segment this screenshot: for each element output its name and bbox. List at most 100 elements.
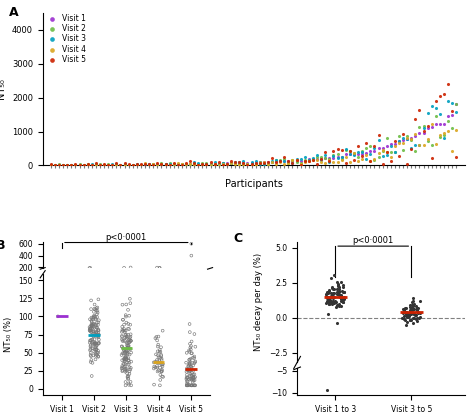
Visit 4: [223, 160, 231, 167]
Point: [126, 338, 134, 344]
Visit 5: [395, 152, 403, 159]
Visit 4: [264, 161, 272, 168]
Visit 2: [440, 131, 448, 138]
Visit 2: [281, 155, 288, 162]
Point: [189, 375, 196, 382]
Point: [326, 299, 333, 305]
Point: [125, 357, 133, 364]
Point: [90, 330, 98, 336]
Visit 3: [137, 162, 145, 169]
Point: [339, 295, 347, 302]
Point: [126, 345, 134, 352]
Visit 2: [76, 160, 83, 167]
Visit 2: [158, 160, 165, 167]
Visit 5: [276, 158, 284, 165]
Point: [157, 344, 165, 351]
Point: [183, 382, 191, 389]
Point: [124, 326, 132, 332]
Visit 1: [72, 162, 79, 168]
Visit 1: [293, 158, 301, 164]
Point: [121, 356, 128, 362]
Point: [86, 337, 94, 344]
Point: [86, 327, 93, 333]
Visit 4: [59, 162, 67, 168]
Point: [155, 357, 163, 364]
Point: [87, 337, 94, 344]
Visit 3: [260, 160, 268, 167]
Point: [410, 298, 417, 305]
Visit 2: [453, 101, 460, 108]
Point: [185, 357, 193, 363]
Visit 2: [260, 160, 268, 167]
Point: [95, 340, 102, 346]
Visit 4: [321, 160, 329, 167]
Point: [417, 298, 424, 304]
Point: [154, 358, 161, 365]
Point: [91, 340, 99, 346]
Visit 3: [236, 159, 243, 165]
Point: [158, 368, 165, 374]
Point: [123, 367, 130, 374]
Point: [187, 363, 195, 370]
Visit 1: [244, 160, 251, 166]
Point: [328, 284, 336, 290]
Point: [120, 350, 128, 357]
Visit 1: [133, 161, 141, 168]
Visit 1: [170, 161, 178, 168]
Visit 1: [453, 101, 460, 108]
Point: [127, 365, 135, 371]
Visit 2: [162, 160, 169, 167]
Visit 5: [215, 159, 223, 165]
Visit 5: [444, 81, 452, 87]
Visit 4: [141, 160, 149, 167]
Point: [399, 310, 407, 317]
Visit 5: [301, 158, 309, 164]
Point: [188, 382, 195, 389]
Point: [338, 288, 346, 294]
Visit 4: [219, 161, 227, 168]
Point: [88, 323, 96, 329]
Point: [189, 362, 197, 369]
Visit 2: [227, 160, 235, 167]
Visit 1: [273, 158, 280, 165]
Visit 2: [55, 161, 63, 168]
Visit 1: [227, 160, 235, 167]
Point: [183, 367, 191, 373]
Visit 2: [399, 147, 407, 154]
Point: [120, 347, 128, 354]
Visit 2: [329, 152, 337, 159]
Point: [407, 306, 415, 313]
Point: [186, 340, 194, 347]
Point: [405, 312, 413, 318]
Point: [121, 354, 129, 361]
Point: [327, 292, 335, 299]
Visit 5: [453, 154, 460, 161]
Visit 2: [301, 157, 309, 164]
Point: [90, 345, 97, 352]
Visit 5: [211, 161, 219, 168]
Point: [404, 314, 411, 320]
Point: [191, 382, 199, 389]
Point: [91, 340, 99, 346]
Visit 2: [424, 138, 431, 145]
Visit 2: [244, 161, 251, 168]
Visit 5: [289, 160, 296, 167]
Visit 1: [59, 162, 67, 169]
Point: [88, 357, 95, 363]
Point: [91, 316, 99, 323]
Point: [337, 278, 345, 285]
Visit 2: [100, 161, 108, 168]
Visit 3: [146, 161, 153, 168]
Point: [333, 291, 341, 298]
Point: [93, 352, 101, 359]
Point: [326, 294, 334, 301]
Visit 1: [121, 161, 128, 168]
Point: [125, 381, 133, 388]
Point: [333, 302, 341, 308]
Point: [118, 352, 125, 358]
Point: [90, 352, 97, 359]
Point: [339, 299, 347, 306]
Visit 4: [133, 162, 141, 168]
Point: [323, 290, 331, 297]
Visit 5: [252, 160, 259, 166]
